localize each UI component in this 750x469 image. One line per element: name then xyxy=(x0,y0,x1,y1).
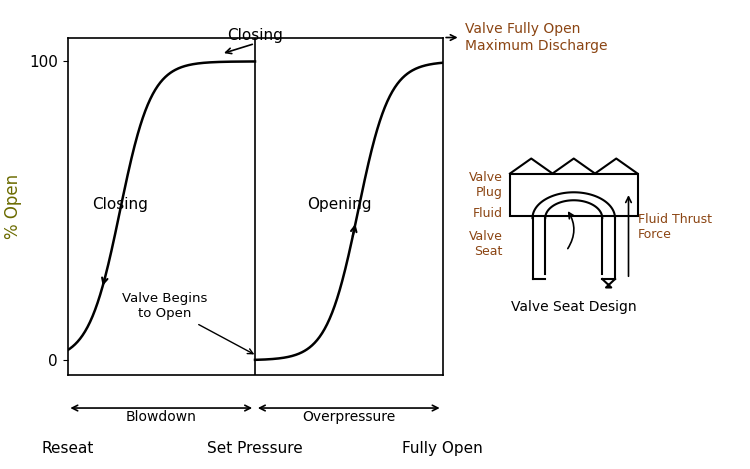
Text: Fluid: Fluid xyxy=(472,207,502,220)
Text: Valve
Seat: Valve Seat xyxy=(469,230,502,258)
Text: Blowdown: Blowdown xyxy=(126,410,196,424)
Y-axis label: % Open: % Open xyxy=(4,174,22,239)
Text: Closing: Closing xyxy=(227,29,283,44)
Text: Valve Seat Design: Valve Seat Design xyxy=(511,300,637,314)
Text: Fluid Thrust
Force: Fluid Thrust Force xyxy=(638,213,712,242)
Text: Closing: Closing xyxy=(92,197,148,212)
Text: Valve Begins
to Open: Valve Begins to Open xyxy=(122,293,253,354)
Text: Overpressure: Overpressure xyxy=(302,410,395,424)
Text: Opening: Opening xyxy=(308,197,372,212)
Text: Set Pressure: Set Pressure xyxy=(207,441,303,456)
Text: Valve
Plug: Valve Plug xyxy=(469,171,502,199)
Text: Fully Open: Fully Open xyxy=(402,441,483,456)
Text: Valve Fully Open
Maximum Discharge: Valve Fully Open Maximum Discharge xyxy=(465,23,608,53)
Text: Reseat: Reseat xyxy=(41,441,94,456)
